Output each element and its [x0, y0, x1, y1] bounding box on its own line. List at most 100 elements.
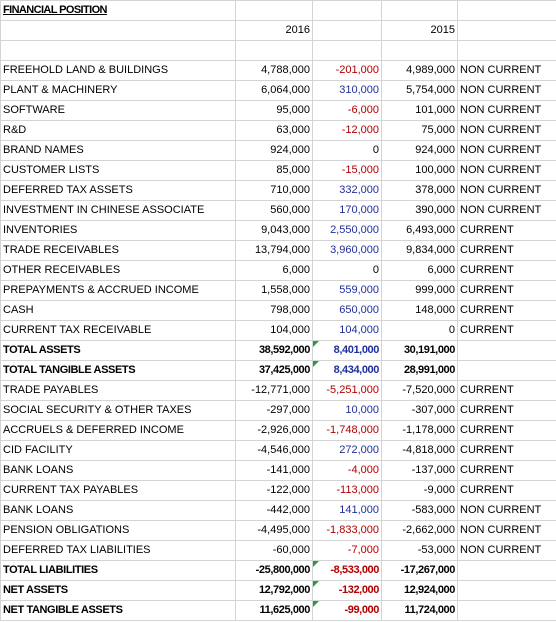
value-2015: 100,000: [381, 160, 458, 181]
change: -5,251,000: [312, 380, 382, 401]
change: 559,000: [312, 280, 382, 301]
value-2015: 6,493,000: [381, 220, 458, 241]
value-2016: -122,000: [235, 480, 313, 501]
value-2015: 11,724,000: [381, 600, 458, 621]
data-row: TOTAL LIABILITIES -25,800,000 -8,533,000 -1…: [0, 560, 556, 581]
cell: [381, 40, 458, 61]
value-2016: -4,495,000: [235, 520, 313, 541]
row-label: R&D: [0, 120, 236, 141]
value-2016: 13,794,000: [235, 240, 313, 261]
row-label: PREPAYMENTS & ACCRUED INCOME: [0, 280, 236, 301]
row-label: TOTAL ASSETS: [0, 340, 236, 361]
value-2016: 710,000: [235, 180, 313, 201]
classification: NON CURRENT: [457, 140, 556, 161]
value-2016: 11,625,000: [235, 600, 313, 621]
data-row: OTHER RECEIVABLES 6,000 0 6,000 CURRENT: [0, 260, 556, 281]
value-2016: 37,425,000: [235, 360, 313, 381]
row-label: CURRENT TAX RECEIVABLE: [0, 320, 236, 341]
classification: CURRENT: [457, 260, 556, 281]
change: -132,000: [312, 580, 382, 601]
classification: NON CURRENT: [457, 200, 556, 221]
data-row: SOCIAL SECURITY & OTHER TAXES -297,000 10,…: [0, 400, 556, 421]
value-2016: 560,000: [235, 200, 313, 221]
data-row: DEFERRED TAX ASSETS 710,000 332,000 378,000…: [0, 180, 556, 201]
cell: [457, 560, 556, 581]
value-2016: -297,000: [235, 400, 313, 421]
classification: CURRENT: [457, 220, 556, 241]
classification: CURRENT: [457, 240, 556, 261]
change: 0: [312, 260, 382, 281]
data-row: CID FACILITY -4,546,000 272,000 -4,818,000 C…: [0, 440, 556, 461]
data-row: TRADE RECEIVABLES 13,794,000 3,960,000 9,83…: [0, 240, 556, 261]
data-row: PREPAYMENTS & ACCRUED INCOME 1,558,000 559…: [0, 280, 556, 301]
value-2016: -60,000: [235, 540, 313, 561]
value-2015: -9,000: [381, 480, 458, 501]
cell: [381, 0, 458, 21]
data-row: PLANT & MACHINERY 6,064,000 310,000 5,754,0…: [0, 80, 556, 101]
classification: CURRENT: [457, 300, 556, 321]
cell: [312, 20, 382, 41]
row-label: OTHER RECEIVABLES: [0, 260, 236, 281]
value-2015: 0: [381, 320, 458, 341]
change: 332,000: [312, 180, 382, 201]
value-2015: 924,000: [381, 140, 458, 161]
row-label: DEFERRED TAX LIABILITIES: [0, 540, 236, 561]
value-2016: -442,000: [235, 500, 313, 521]
data-row: TOTAL TANGIBLE ASSETS 37,425,000 8,434,000…: [0, 360, 556, 381]
row-label: BANK LOANS: [0, 500, 236, 521]
year-header: 2015: [381, 20, 458, 41]
data-row: BANK LOANS -442,000 141,000 -583,000 NON CUR…: [0, 500, 556, 521]
row-label: SOFTWARE: [0, 100, 236, 121]
title-row: FINANCIAL POSITION: [0, 0, 556, 21]
classification: NON CURRENT: [457, 540, 556, 561]
row-label: TOTAL TANGIBLE ASSETS: [0, 360, 236, 381]
change: -4,000: [312, 460, 382, 481]
change: 141,000: [312, 500, 382, 521]
classification: NON CURRENT: [457, 180, 556, 201]
change: 104,000: [312, 320, 382, 341]
change: 10,000: [312, 400, 382, 421]
cell: [457, 20, 556, 41]
classification: CURRENT: [457, 440, 556, 461]
change: 170,000: [312, 200, 382, 221]
value-2015: 390,000: [381, 200, 458, 221]
change: -6,000: [312, 100, 382, 121]
row-label: SOCIAL SECURITY & OTHER TAXES: [0, 400, 236, 421]
row-label: INVESTMENT IN CHINESE ASSOCIATE: [0, 200, 236, 221]
change: 272,000: [312, 440, 382, 461]
value-2016: 6,064,000: [235, 80, 313, 101]
row-label: CID FACILITY: [0, 440, 236, 461]
value-2015: -307,000: [381, 400, 458, 421]
data-row: FREEHOLD LAND & BUILDINGS 4,788,000 -201,0…: [0, 60, 556, 81]
value-2015: 30,191,000: [381, 340, 458, 361]
value-2016: 38,592,000: [235, 340, 313, 361]
value-2016: 95,000: [235, 100, 313, 121]
classification: CURRENT: [457, 380, 556, 401]
row-label: INVENTORIES: [0, 220, 236, 241]
cell: [312, 40, 382, 61]
row-label: FREEHOLD LAND & BUILDINGS: [0, 60, 236, 81]
change: -15,000: [312, 160, 382, 181]
classification: CURRENT: [457, 400, 556, 421]
data-row: ACCRUELS & DEFERRED INCOME -2,926,000 -1,7…: [0, 420, 556, 441]
value-2015: -137,000: [381, 460, 458, 481]
change: -12,000: [312, 120, 382, 141]
value-2016: 1,558,000: [235, 280, 313, 301]
value-2015: 5,754,000: [381, 80, 458, 101]
change: 3,960,000: [312, 240, 382, 261]
row-label: BANK LOANS: [0, 460, 236, 481]
data-row: TOTAL ASSETS 38,592,000 8,401,000 30,191,00…: [0, 340, 556, 361]
cell: [457, 40, 556, 61]
value-2015: 148,000: [381, 300, 458, 321]
data-row: DEFERRED TAX LIABILITIES -60,000 -7,000 -53…: [0, 540, 556, 561]
change: 0: [312, 140, 382, 161]
data-row: NET TANGIBLE ASSETS 11,625,000 -99,000 11,7…: [0, 600, 556, 621]
classification: NON CURRENT: [457, 160, 556, 181]
row-label: TRADE RECEIVABLES: [0, 240, 236, 261]
value-2016: -141,000: [235, 460, 313, 481]
change: -1,833,000: [312, 520, 382, 541]
row-label: PENSION OBLIGATIONS: [0, 520, 236, 541]
data-row: CURRENT TAX PAYABLES -122,000 -113,000 -9,0…: [0, 480, 556, 501]
row-label: NET ASSETS: [0, 580, 236, 601]
